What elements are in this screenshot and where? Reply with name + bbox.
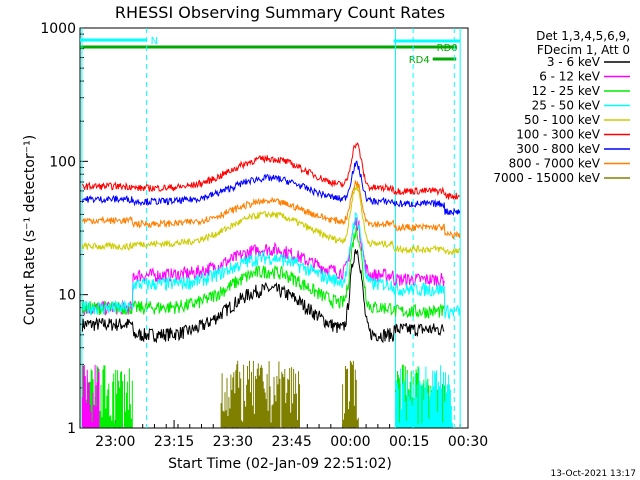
x-axis-label: Start Time (02-Jan-09 22:51:02) — [168, 456, 392, 472]
generated-date-label: 13-Oct-2021 13:17 — [551, 469, 636, 479]
series-line — [81, 180, 461, 240]
low-count-noise — [81, 364, 100, 428]
legend-entry-label: 300 - 800 keV — [516, 142, 600, 156]
legend-entry-label: 6 - 12 keV — [539, 70, 601, 84]
x-tick-label: 00:30 — [448, 434, 488, 450]
legend-entry-label: 800 - 7000 keV — [509, 157, 601, 171]
x-tick-label: 00:00 — [330, 434, 370, 450]
x-tick-label: 23:00 — [95, 434, 135, 450]
series-line — [81, 217, 445, 317]
legend-entry-label: 3 - 6 keV — [547, 55, 601, 69]
y-tick-label: 1 — [67, 421, 76, 437]
legend-entry-label: 100 - 300 keV — [516, 128, 600, 142]
legend: Det 1,3,4,5,6,9,FDecim 1, Att 03 - 6 keV… — [493, 29, 630, 185]
series-line — [82, 142, 460, 201]
series-line — [81, 226, 445, 319]
legend-header: FDecim 1, Att 0 — [537, 43, 630, 57]
low-count-noise — [395, 365, 453, 428]
series-line — [82, 211, 461, 320]
y-tick-label: 10 — [58, 288, 76, 304]
series-line — [81, 183, 460, 256]
y-tick-label: 100 — [49, 154, 76, 170]
legend-entry-label: 25 - 50 keV — [532, 99, 601, 113]
plot-frame — [79, 27, 469, 429]
y-axis-label: Count Rate (s⁻¹ detector⁻¹) — [22, 135, 38, 325]
x-tick-label: 23:15 — [154, 434, 194, 450]
x-tick-label: 00:15 — [389, 434, 429, 450]
series-line — [81, 160, 461, 217]
legend-entry-label: 12 - 25 keV — [532, 84, 601, 98]
series-line — [81, 249, 445, 344]
legend-entry-label: 50 - 100 keV — [524, 113, 601, 127]
low-count-noise — [342, 360, 359, 428]
legend-header: Det 1,3,4,5,6,9, — [536, 29, 630, 43]
flag-bar-label: N — [151, 36, 158, 47]
chart-title: RHESSI Observing Summary Count Rates — [115, 3, 445, 22]
flag-bar-label: RD4 — [409, 55, 430, 66]
flag-bar-label: RD0 — [437, 43, 458, 54]
x-tick-label: 23:45 — [271, 434, 311, 450]
y-tick-label: 1000 — [40, 21, 76, 37]
legend-entry-label: 7000 - 15000 keV — [493, 171, 600, 185]
low-count-noise — [220, 360, 300, 428]
x-tick-label: 23:30 — [213, 434, 253, 450]
